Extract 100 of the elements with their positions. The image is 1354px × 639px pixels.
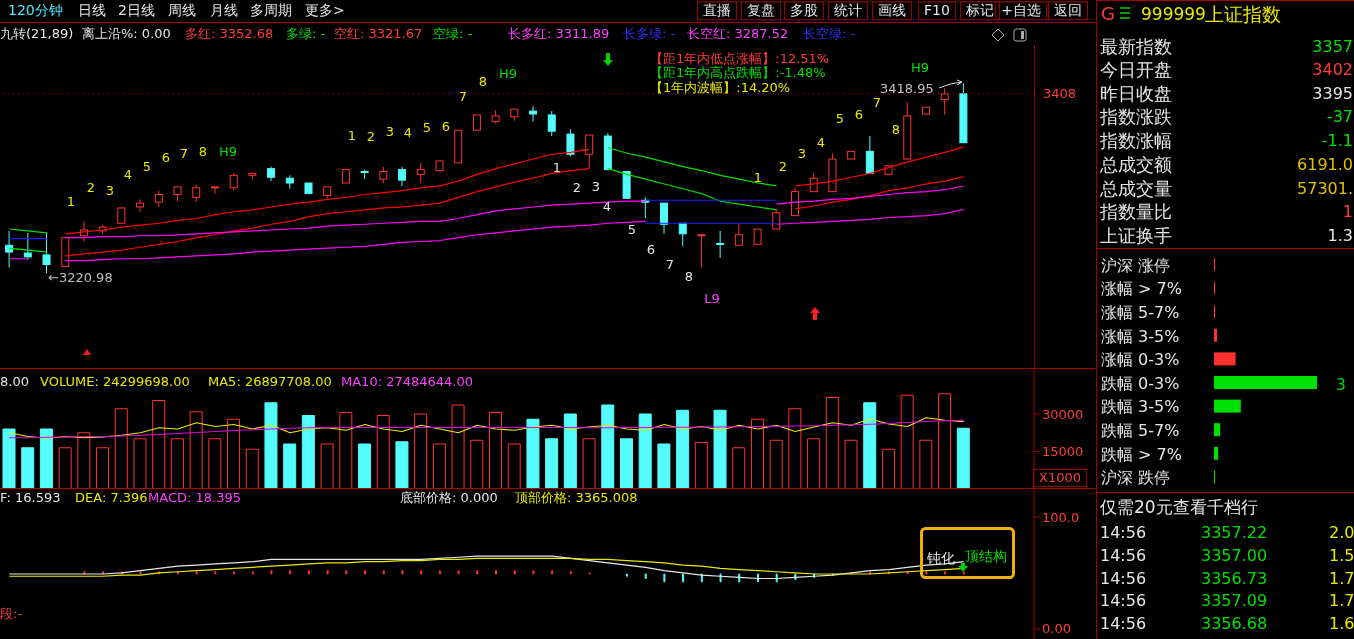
y-tick-label: 涨幅 5-7% bbox=[1101, 303, 1180, 322]
y-tick-label: 沪深 跌停 bbox=[1101, 468, 1171, 488]
annotation: F: 16.593 bbox=[0, 489, 61, 506]
annotation: 3 bbox=[591, 178, 601, 195]
text: 仅需20元查看千档行 bbox=[1100, 496, 1258, 519]
text: 14:56 bbox=[1100, 546, 1147, 566]
annotation: 7 bbox=[458, 88, 468, 105]
text: 1.6 bbox=[1329, 614, 1354, 634]
text: 120分钟 bbox=[8, 2, 63, 19]
annotation: 【1年内波幅】:14.20% bbox=[650, 79, 791, 96]
annotation: 2 bbox=[86, 179, 96, 196]
text: 2日线 bbox=[118, 2, 155, 19]
text: 标记 bbox=[960, 1, 1000, 21]
text: 3402 bbox=[1312, 60, 1353, 80]
text: 上证指数 bbox=[1205, 2, 1281, 25]
text: 999999 bbox=[1141, 3, 1206, 24]
annotation: 段:- bbox=[0, 605, 23, 622]
annotation: 3 bbox=[797, 145, 807, 162]
annotation: H9 bbox=[218, 143, 238, 160]
text: 日线 bbox=[78, 2, 106, 19]
text: -1.1 bbox=[1321, 131, 1353, 151]
annotation: 6 bbox=[854, 106, 864, 123]
text: 57301. bbox=[1297, 179, 1353, 199]
text: 1.5 bbox=[1329, 546, 1354, 566]
annotation: 8 bbox=[478, 73, 488, 90]
annotation: 4 bbox=[123, 166, 133, 183]
text: 返回 bbox=[1048, 1, 1088, 21]
text: 指数涨幅 bbox=[1100, 130, 1172, 152]
y-tick-label: 100.0 bbox=[1042, 509, 1080, 525]
text: 14:56 bbox=[1100, 523, 1147, 543]
y-tick-label: 跌幅 5-7% bbox=[1101, 421, 1180, 440]
y-tick-label: 涨幅 3-5% bbox=[1101, 326, 1180, 346]
text: 3356.68 bbox=[1201, 614, 1268, 634]
annotation: 5 bbox=[422, 119, 432, 136]
text: 空红: 3321.67 bbox=[334, 25, 423, 42]
text: 1.3 bbox=[1327, 226, 1353, 246]
annotation: 底部价格: 0.000 bbox=[400, 489, 498, 506]
annotation: 7 bbox=[665, 256, 675, 273]
text: 总成交额 bbox=[1100, 154, 1172, 176]
annotation: MA5: 26897708.00 bbox=[208, 373, 332, 390]
text: 复盘 bbox=[741, 1, 781, 21]
annotation: 2 bbox=[572, 179, 582, 196]
y-tick-label: 涨幅 0-3% bbox=[1101, 350, 1180, 370]
text: 直播 bbox=[697, 1, 737, 21]
text: X1000 bbox=[1033, 468, 1087, 488]
annotation: 8 bbox=[684, 268, 694, 285]
text: 14:56 bbox=[1100, 591, 1147, 611]
annotation: 钝化 bbox=[927, 550, 955, 567]
annotation: 7 bbox=[872, 94, 882, 111]
text: 多绿: - bbox=[286, 25, 326, 42]
text: 多股 bbox=[784, 1, 824, 21]
annotation: 顶结构 bbox=[965, 548, 1007, 565]
annotation: 1 bbox=[552, 159, 562, 176]
text: 指数涨跌 bbox=[1100, 106, 1172, 128]
text: 空绿: - bbox=[433, 25, 473, 42]
text: 多周期 bbox=[250, 2, 292, 19]
text: 指数量比 bbox=[1100, 201, 1172, 223]
text: 更多> bbox=[305, 2, 345, 19]
annotation: 7 bbox=[179, 145, 189, 162]
y-tick-label: 跌幅 > 7% bbox=[1101, 444, 1182, 464]
text: 多红: 3352.68 bbox=[185, 25, 274, 42]
text: 1.7 bbox=[1329, 591, 1354, 611]
text: +自选 bbox=[995, 1, 1047, 21]
text: 3357.00 bbox=[1201, 546, 1268, 566]
text: 3 bbox=[1336, 375, 1346, 394]
annotation: 8 bbox=[198, 143, 208, 160]
text: 2.0 bbox=[1329, 523, 1354, 543]
text: 1 bbox=[1342, 202, 1353, 222]
text: 昨日收盘 bbox=[1100, 83, 1172, 105]
text: 3357.22 bbox=[1201, 523, 1268, 543]
annotation: 5 bbox=[835, 110, 845, 127]
annotation: 2 bbox=[778, 158, 788, 175]
annotation: 5 bbox=[627, 221, 637, 238]
text: 3357 bbox=[1312, 37, 1353, 57]
y-tick-label: 沪深 涨停 bbox=[1101, 255, 1171, 275]
annotation: 3 bbox=[105, 182, 115, 199]
annotation: 6 bbox=[161, 149, 171, 166]
annotation: 6 bbox=[646, 241, 656, 258]
text: 最新指数 bbox=[1100, 36, 1172, 58]
text: 1.7 bbox=[1329, 569, 1354, 589]
text: H9 bbox=[498, 65, 518, 82]
text: 3357.09 bbox=[1201, 591, 1268, 611]
annotation: 8.00 bbox=[0, 373, 29, 390]
text: 长多绿: - bbox=[623, 25, 676, 42]
annotation: 1 bbox=[66, 193, 76, 210]
text: F10 bbox=[918, 1, 956, 21]
annotation: 5 bbox=[142, 158, 152, 175]
text: 长空红: 3287.52 bbox=[687, 25, 789, 42]
text: 周线 bbox=[168, 2, 196, 19]
text: 6191.0 bbox=[1297, 155, 1353, 175]
text: 今日开盘 bbox=[1100, 59, 1172, 81]
text: 九转(21,89) bbox=[0, 25, 74, 42]
text: L9 bbox=[704, 290, 720, 307]
text: 14:56 bbox=[1100, 569, 1147, 589]
annotation: 顶部价格: 3365.008 bbox=[515, 489, 638, 506]
text: H9 bbox=[910, 59, 930, 76]
annotation: 4 bbox=[816, 134, 826, 151]
text: 长多红: 3311.89 bbox=[508, 25, 610, 42]
annotation: 4 bbox=[403, 124, 413, 141]
annotation: 6 bbox=[441, 118, 451, 135]
